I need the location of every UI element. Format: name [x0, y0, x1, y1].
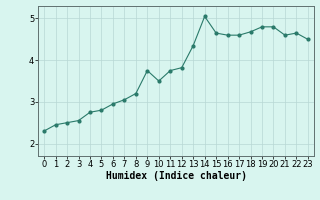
- X-axis label: Humidex (Indice chaleur): Humidex (Indice chaleur): [106, 171, 246, 181]
